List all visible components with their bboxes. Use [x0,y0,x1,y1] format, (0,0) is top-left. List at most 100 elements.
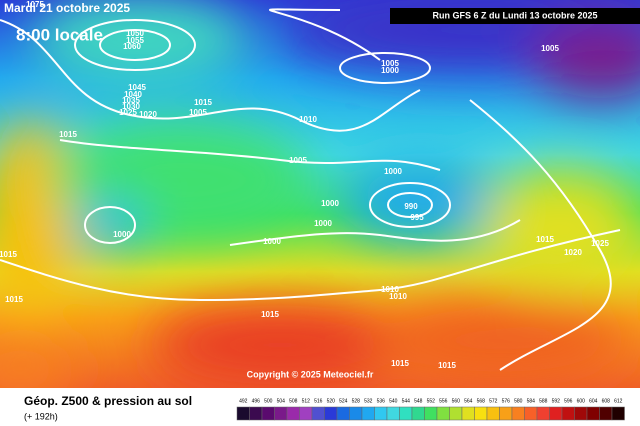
isobar-label: 1030 [122,102,140,111]
legend-label: 592 [552,398,561,404]
isobar-label: 1075 [26,0,44,9]
legend-label: 548 [414,398,423,404]
legend-label: 524 [339,398,348,404]
legend-swatch [461,406,475,421]
isobars [0,8,621,371]
date: Mardi 21 octobre 2025 [4,1,130,15]
isobar-label: 1005 [189,108,207,117]
legend-swatch [261,406,275,421]
legend-label: 552 [427,398,436,404]
legend-label: 500 [264,398,273,404]
legend-swatch [324,406,338,421]
legend-swatch [274,406,288,421]
isobar-label: 1050 [126,29,144,38]
legend-label: 556 [439,398,448,404]
legend-label: 540 [389,398,398,404]
isobar-label: 1000 [381,66,399,75]
isobar-label: 1015 [391,359,409,368]
legend-label: 604 [589,398,598,404]
legend-label: 600 [577,398,586,404]
copyright: Copyright © 2025 Meteociel.fr [247,369,374,379]
legend-label: 520 [327,398,336,404]
isobar-label: 1000 [263,237,281,246]
legend-swatch [299,406,313,421]
isobar-label: 990 [404,202,418,211]
run: Run GFS 6 Z du Lundi 13 octobre 2025 [432,10,597,20]
legend-swatch [536,406,550,421]
legend-swatch [236,406,250,421]
footer-title: Géop. Z500 & pression au sol [24,394,192,408]
legend-label: 584 [527,398,536,404]
legend-swatch [524,406,538,421]
run-box [390,8,640,24]
hour: 8:00 locale [16,25,103,44]
color-field [0,0,640,400]
legend-label: 608 [602,398,611,404]
legend-swatch [336,406,350,421]
isobar-label: 1005 [289,156,307,165]
isobar-label: 1045 [128,83,146,92]
legend-swatch [561,406,575,421]
legend: 492 496 500 504 508 512 516 520 524 528 532 536 540 5… [236,398,625,421]
legend-swatch [411,406,425,421]
legend-swatch [386,406,400,421]
legend-label: 560 [452,398,461,404]
legend-label: 504 [277,398,286,404]
legend-label: 588 [539,398,548,404]
legend-swatch [399,406,413,421]
isobar-label: 1055 [126,36,144,45]
isobar-label: 995 [410,213,424,222]
isobar-label: 1015 [261,310,279,319]
legend-label: 544 [402,398,411,404]
legend-label: 492 [239,398,248,404]
legend-swatch [374,406,388,421]
isobar-label: 1000 [314,219,332,228]
legend-label: 568 [477,398,486,404]
isobar-label: 1020 [139,110,157,119]
isobar-label: 1015 [59,130,77,139]
legend-label: 516 [314,398,323,404]
legend-swatch [599,406,613,421]
legend-label: 532 [364,398,373,404]
legend-swatch [611,406,625,421]
legend-label: 580 [514,398,523,404]
isobar-label: 1015 [438,361,456,370]
isobar-label: 1000 [321,199,339,208]
isobar-label: 1020 [564,248,582,257]
isobar-label: 1010 [389,292,407,301]
isobar-label: 1040 [124,90,142,99]
legend-swatch [424,406,438,421]
legend-swatch [486,406,500,421]
footer-lead: (+ 192h) [24,411,58,421]
isobar-label: 1000 [113,230,131,239]
legend-label: 576 [502,398,511,404]
legend-swatch [249,406,263,421]
isobar-label: 1015 [0,250,17,259]
legend-label: 564 [464,398,473,404]
legend-label: 572 [489,398,498,404]
legend-swatch [474,406,488,421]
legend-swatch [286,406,300,421]
isobar-label: 1015 [536,235,554,244]
legend-swatch [449,406,463,421]
isobar-label: 1015 [194,98,212,107]
legend-swatch [574,406,588,421]
isobar-label: 1005 [381,59,399,68]
legend-label: 508 [289,398,298,404]
isobar-label: 1025 [591,239,609,248]
legend-swatch [549,406,563,421]
legend-swatch [586,406,600,421]
legend-label: 512 [302,398,311,404]
isobar-label: 1005 [541,44,559,53]
isobar-label: 1035 [122,96,140,105]
isobar-label: 1015 [5,295,23,304]
legend-swatch [436,406,450,421]
legend-swatch [349,406,363,421]
legend-label: 528 [352,398,361,404]
isobar-label: 1060 [123,42,141,51]
isobar-label: 1010 [299,115,317,124]
isobar-label: 1000 [384,167,402,176]
